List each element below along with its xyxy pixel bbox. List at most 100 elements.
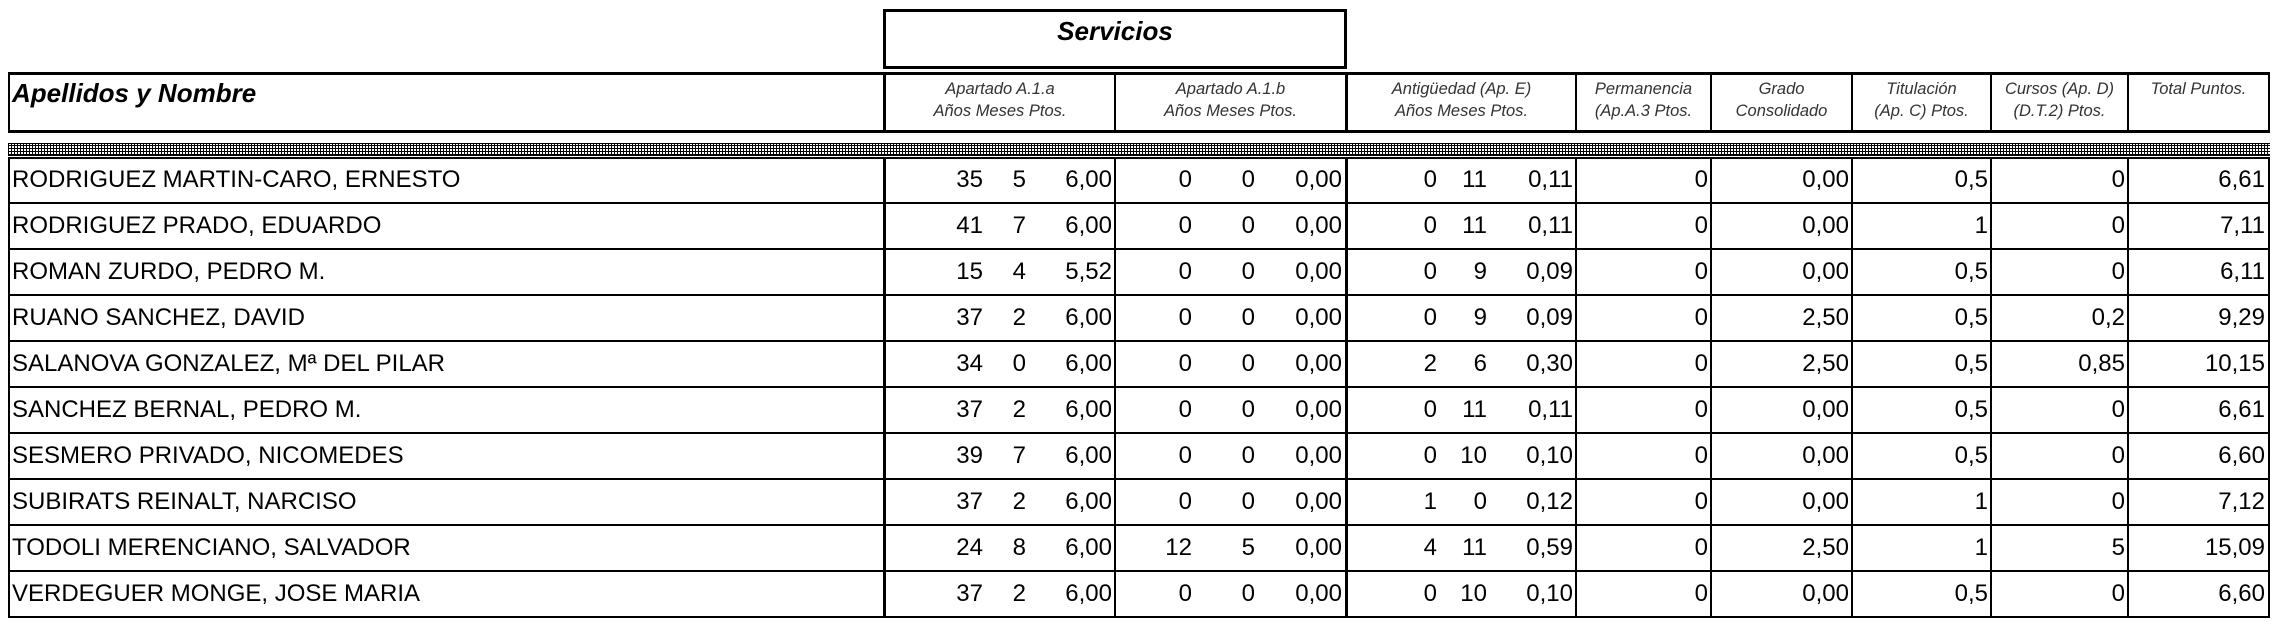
cell-antig: 10 (1460, 442, 1487, 469)
cell-a1b: 0,00 (1295, 258, 1342, 285)
header-separator-band (8, 143, 2270, 156)
cell-grado: 2,50 (1802, 350, 1849, 377)
cell-a1a: 6,00 (1065, 442, 1112, 469)
row-rule (8, 570, 2270, 572)
cell-antig: 0,11 (1528, 166, 1573, 193)
cell-titul: 0,5 (1954, 580, 1988, 607)
table-row: RODRIGUEZ PRADO, EDUARDO 41 7 6,00 0 0 0,00 0 11… (0, 203, 2274, 249)
cell-antig: 0,30 (1526, 350, 1573, 377)
cell-total: 6,60 (2218, 442, 2265, 469)
row-rule (8, 386, 2270, 388)
person-name: RUANO SANCHEZ, DAVID (12, 304, 305, 331)
person-name: ROMAN ZURDO, PEDRO M. (12, 258, 326, 285)
table-row: VERDEGUER MONGE, JOSE MARIA 37 2 6,00 0 0 0,00… (0, 571, 2274, 617)
header-line: Años Meses Ptos. (933, 102, 1067, 120)
header-right-rule (2268, 72, 2270, 133)
cell-a1b: 0 (1178, 166, 1192, 193)
cell-titul: 0,5 (1954, 258, 1988, 285)
cell-a1a: 7 (1012, 212, 1026, 239)
table-row: SESMERO PRIVADO, NICOMEDES 39 7 6,00 0 0 0,00 0… (0, 433, 2274, 479)
cell-a1b: 0,00 (1295, 350, 1342, 377)
cell-perm: 0 (1694, 258, 1708, 285)
cell-a1b: 0,00 (1295, 580, 1342, 607)
cell-a1b: 0 (1178, 212, 1192, 239)
cell-perm: 0 (1694, 396, 1708, 423)
cell-a1a: 37 (956, 488, 983, 515)
cell-grado: 0,00 (1802, 212, 1849, 239)
cell-total: 6,11 (2220, 258, 2265, 285)
row-rule (8, 340, 2270, 342)
cell-a1a: 6,00 (1065, 350, 1112, 377)
header-left-rule (8, 72, 10, 133)
header-line: (Ap. C) Ptos. (1874, 102, 1969, 120)
column-rule (2268, 157, 2270, 617)
header-line: (Ap.A.3 Ptos. (1594, 102, 1693, 120)
cell-a1b: 0 (1178, 350, 1192, 377)
cell-titul: 0,5 (1954, 166, 1988, 193)
header-divider (883, 72, 886, 133)
cell-total: 15,09 (2204, 534, 2265, 561)
cell-a1b: 0 (1178, 442, 1192, 469)
row-rule (8, 616, 2270, 618)
cell-a1b: 0 (1241, 258, 1255, 285)
header-apartado-a1a: Apartado A.1.a Años Meses Ptos. (886, 78, 1114, 122)
cell-a1a: 35 (956, 166, 983, 193)
table-row: SANCHEZ BERNAL, PEDRO M. 37 2 6,00 0 0 0,00 0 11… (0, 387, 2274, 433)
column-rule (1710, 157, 1712, 617)
cell-a1a: 5,52 (1065, 258, 1112, 285)
cell-cursos: 5 (2111, 534, 2125, 561)
cell-a1a: 6,00 (1065, 580, 1112, 607)
table-row: SALANOVA GONZALEZ, Mª DEL PILAR 34 0 6,00 0 0… (0, 341, 2274, 387)
cell-a1a: 4 (1012, 258, 1026, 285)
cell-a1a: 37 (956, 580, 983, 607)
cell-grado: 0,00 (1802, 442, 1849, 469)
header-titulacion: Titulación (Ap. C) Ptos. (1853, 78, 1990, 122)
cell-grado: 2,50 (1802, 534, 1849, 561)
cell-total: 10,15 (2204, 350, 2265, 377)
header-line: Apartado A.1.b (1175, 80, 1286, 98)
cell-a1a: 37 (956, 304, 983, 331)
header-divider (1345, 72, 1348, 133)
cell-a1a: 2 (1012, 396, 1026, 423)
cell-a1b: 0,00 (1295, 534, 1342, 561)
header-divider (1575, 72, 1577, 133)
cell-a1b: 0,00 (1295, 396, 1342, 423)
cell-a1b: 0 (1241, 442, 1255, 469)
cell-a1a: 2 (1012, 304, 1026, 331)
cell-antig: 0 (1423, 304, 1437, 331)
person-name: RODRIGUEZ MARTIN-CARO, ERNESTO (12, 166, 461, 193)
cell-antig: 0,10 (1526, 580, 1573, 607)
cell-a1a: 6,00 (1065, 166, 1112, 193)
cell-a1b: 12 (1165, 534, 1192, 561)
cell-grado: 0,00 (1802, 396, 1849, 423)
cell-total: 6,61 (2218, 396, 2265, 423)
column-rule (8, 157, 10, 617)
cell-perm: 0 (1694, 212, 1708, 239)
header-line: Total Puntos. (2150, 80, 2247, 98)
header-grado: Grado Consolidado (1712, 78, 1851, 122)
person-name: TODOLI MERENCIANO, SALVADOR (12, 534, 411, 561)
cell-a1a: 34 (956, 350, 983, 377)
cell-antig: 9 (1473, 304, 1487, 331)
cell-antig: 6 (1473, 350, 1487, 377)
table-row: SUBIRATS REINALT, NARCISO 37 2 6,00 0 0 0,00 1 0… (0, 479, 2274, 525)
header-line: Años Meses Ptos. (1164, 102, 1297, 120)
header-name-column: Apellidos y Nombre (12, 78, 257, 108)
cell-grado: 0,00 (1802, 580, 1849, 607)
cell-antig: 0 (1423, 258, 1437, 285)
cell-total: 9,29 (2218, 304, 2265, 331)
cell-cursos: 0 (2111, 258, 2125, 285)
column-rule (1345, 157, 1348, 617)
cell-a1a: 6,00 (1065, 304, 1112, 331)
cell-a1a: 41 (956, 212, 983, 239)
cell-antig: 1 (1423, 488, 1437, 515)
header-antiguedad: Antigüedad (Ap. E) Años Meses Ptos. (1348, 78, 1575, 122)
cell-total: 7,12 (2218, 488, 2265, 515)
cell-a1a: 6,00 (1065, 212, 1112, 239)
header-divider (1114, 72, 1116, 133)
cell-antig: 0,11 (1528, 212, 1573, 239)
cell-a1b: 0,00 (1295, 166, 1342, 193)
header-divider (1851, 72, 1853, 133)
cell-antig: 0,59 (1526, 534, 1573, 561)
person-name: SUBIRATS REINALT, NARCISO (12, 488, 357, 515)
